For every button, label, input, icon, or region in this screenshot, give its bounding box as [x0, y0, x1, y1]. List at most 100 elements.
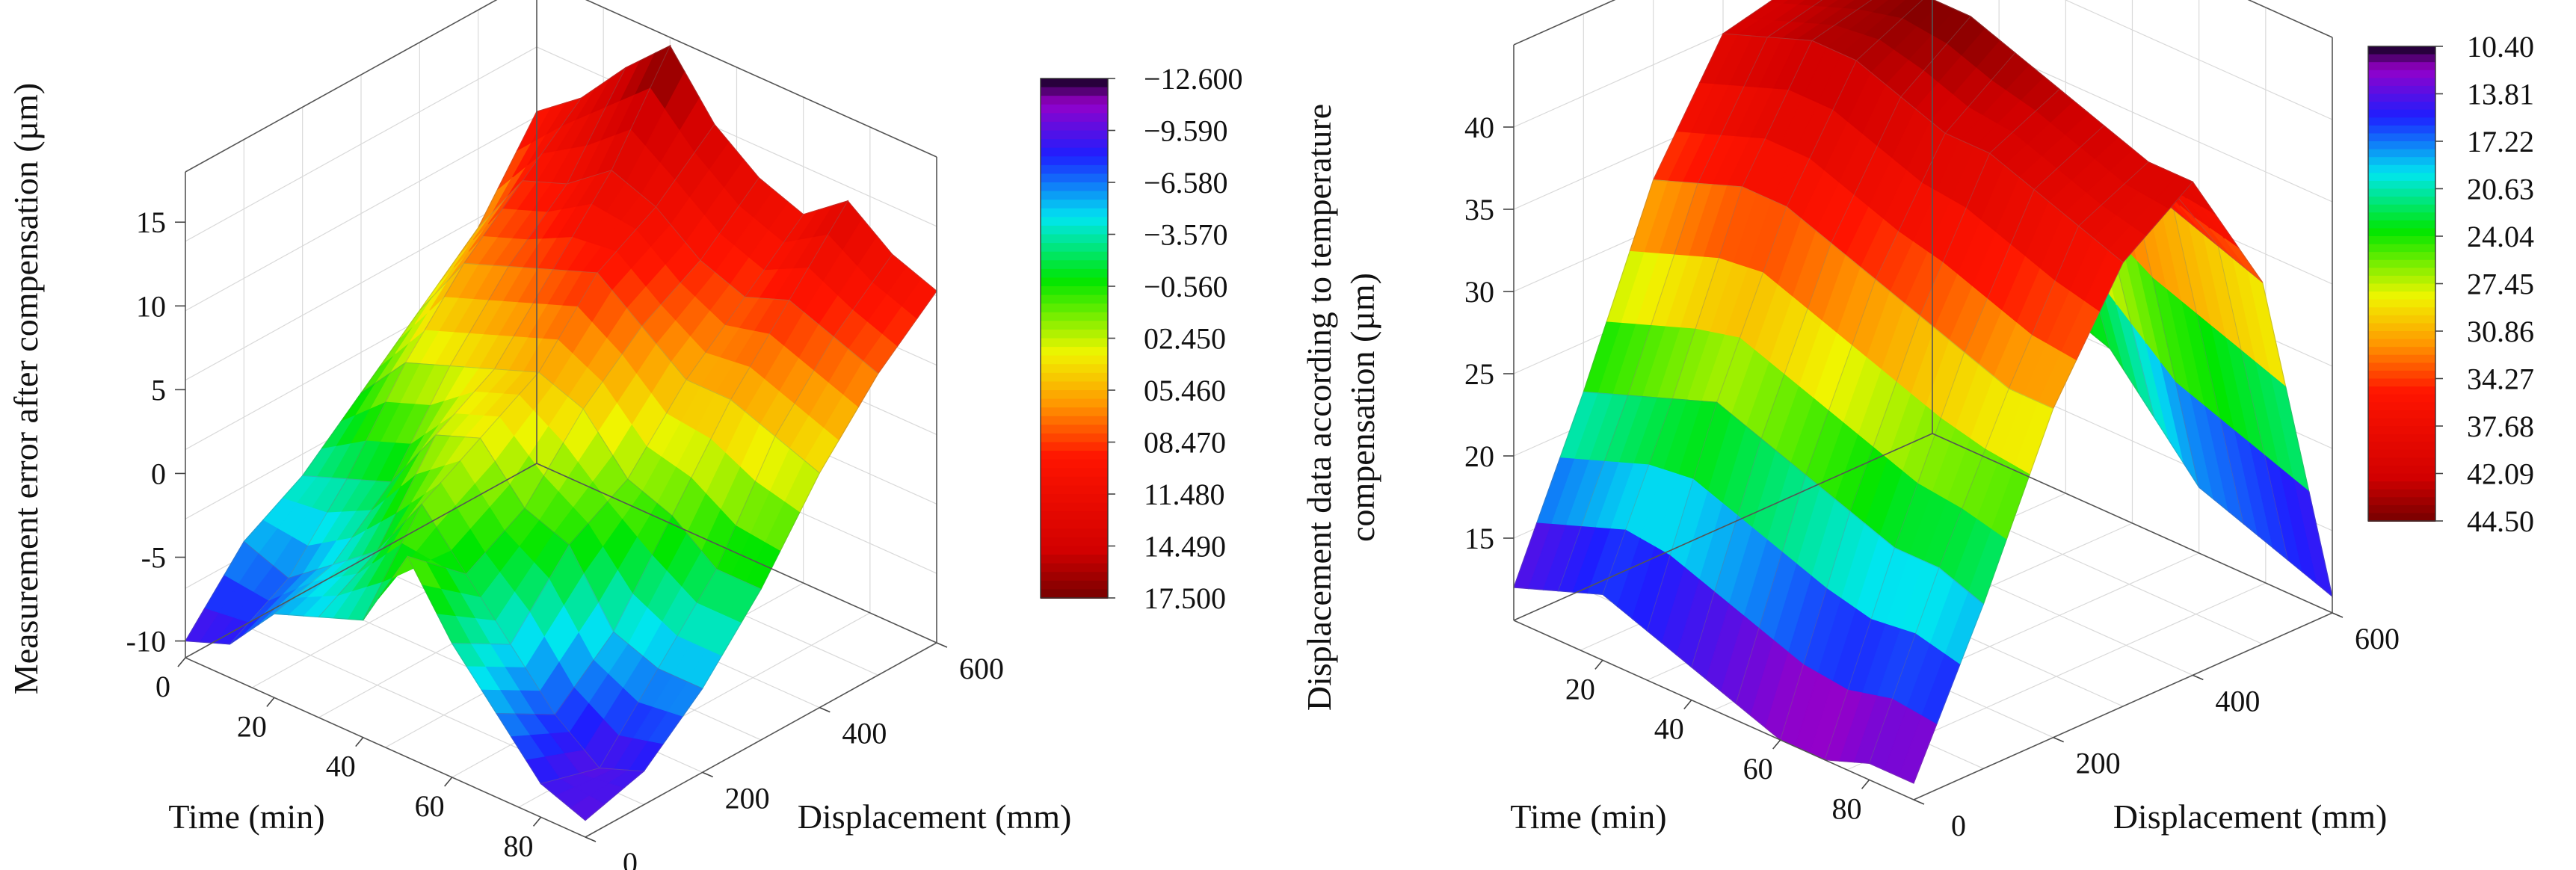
colorbar-band: [1041, 442, 1108, 452]
colorbar-band: [2368, 347, 2435, 356]
surface-patch: [1768, 0, 1790, 4]
displacement-tick-label: 600: [2355, 622, 2400, 655]
colorbar-band: [1041, 546, 1108, 556]
displacement-tick-label: 600: [959, 652, 1004, 685]
colorbar-band: [2368, 252, 2435, 261]
colorbar-band: [2368, 362, 2435, 371]
colorbar-label: 02.450: [1144, 322, 1226, 356]
time-axis-line: [1513, 620, 1914, 800]
colorbar-band: [2368, 275, 2435, 285]
time-tick-mark: [177, 657, 186, 667]
colorbar-band: [2368, 418, 2435, 427]
displacement-tick-label: 200: [2076, 747, 2121, 780]
colorbar-band: [1041, 182, 1108, 192]
colorbar-band: [1041, 277, 1108, 287]
colorbar-label: −3.570: [1144, 218, 1228, 252]
colorbar-band: [2368, 473, 2435, 483]
colorbar-band: [1041, 425, 1108, 434]
z-tick-label: 20: [1464, 439, 1494, 473]
colorbar-band: [2368, 46, 2435, 55]
colorbar-band: [1041, 234, 1108, 244]
displacement-tick-mark: [819, 706, 831, 713]
colorbar-band: [1041, 511, 1108, 521]
time-tick-mark: [266, 697, 275, 707]
displacement-tick-label: 400: [842, 717, 887, 750]
colorbar-band: [1041, 355, 1108, 365]
colorbar-label: −0.560: [1144, 270, 1228, 303]
colorbar-band: [2368, 141, 2435, 150]
displacement-tick-mark: [2053, 736, 2064, 743]
left-surface-chart: -10 -5 0 5 10 15 0 20 40 60 80 0 200 400 600 Measureme…: [7, 0, 1243, 870]
colorbar-band: [1041, 208, 1108, 218]
colorbar-band: [2368, 125, 2435, 135]
colorbar-band: [1041, 156, 1108, 166]
displacement-tick-label: 0: [1951, 809, 1966, 842]
colorbar-band: [2368, 331, 2435, 340]
surface-mesh-cell: [1868, 567, 1984, 784]
time-tick-mark: [355, 737, 364, 747]
colorbar-band: [2368, 307, 2435, 316]
colorbar-band: [2368, 457, 2435, 466]
colorbar-label: 24.04: [2467, 220, 2534, 253]
z-tick-label: 15: [136, 206, 166, 239]
colorbar-band: [2368, 434, 2435, 443]
colorbar-band: [1041, 251, 1108, 262]
colorbar-band: [1041, 312, 1108, 322]
colorbar-band: [1041, 139, 1108, 149]
colorbar-label: 20.63: [2467, 173, 2534, 206]
colorbar-band: [1041, 459, 1108, 469]
colorbar-label: 34.27: [2467, 362, 2534, 396]
surface-patch: [2154, 174, 2194, 209]
colorbar-band: [2368, 394, 2435, 404]
colorbar-band: [1041, 200, 1108, 209]
colorbar-band: [2368, 149, 2435, 158]
colorbar-band: [2368, 117, 2435, 126]
colorbar-label: −12.600: [1144, 62, 1243, 96]
colorbar-band: [1041, 468, 1108, 478]
colorbar-band: [1041, 372, 1108, 383]
time-tick-mark: [444, 777, 453, 787]
surface-patch: [1887, 0, 1923, 19]
colorbar-band: [1041, 268, 1108, 279]
colorbar-label: −6.580: [1144, 166, 1228, 200]
surface-patch: [1798, 0, 1823, 6]
colorbar-label: 11.480: [1144, 478, 1225, 511]
colorbar-band: [2368, 442, 2435, 451]
z-tick-label: 5: [151, 373, 166, 407]
colorbar-band: [2368, 465, 2435, 475]
time-tick-mark: [1683, 700, 1692, 710]
right-surface: [1513, 0, 2333, 784]
floor-back-edge: [185, 463, 537, 658]
time-tick-mark: [1861, 779, 1870, 789]
time-tick-mark: [1772, 739, 1781, 750]
colorbar-band: [2368, 426, 2435, 435]
surface-patch: [1827, 0, 1856, 8]
colorbar-band: [1041, 329, 1108, 339]
colorbar-band: [2368, 85, 2435, 95]
displacement-tick-mark: [585, 836, 597, 842]
colorbar-label: −9.590: [1144, 114, 1228, 148]
colorbar-band: [2368, 410, 2435, 419]
surface-patch: [2224, 238, 2264, 283]
colorbar-label: 08.470: [1144, 426, 1226, 460]
colorbar-band: [2368, 283, 2435, 293]
colorbar-band: [2368, 164, 2435, 174]
colorbar-band: [1041, 243, 1108, 253]
colorbar-band: [2368, 188, 2435, 198]
colorbar-label: 10.40: [2467, 30, 2534, 64]
colorbar-band: [1041, 121, 1108, 132]
colorbar-band: [2368, 212, 2435, 221]
right-colorbar: 10.40 13.81 17.22 20.63 24.04 27.45 30.86 34.27…: [2367, 30, 2534, 538]
colorbar-band: [1041, 338, 1108, 348]
colorbar-band: [2368, 62, 2435, 71]
surface-patch: [726, 581, 762, 623]
colorbar-label: 42.09: [2467, 457, 2534, 491]
colorbar-band: [1041, 286, 1108, 296]
colorbar-band: [1041, 191, 1108, 201]
right-axes: [1513, 0, 2333, 800]
z-tick-label: -5: [141, 541, 166, 575]
colorbar-band: [1041, 217, 1108, 226]
colorbar-band: [2368, 299, 2435, 309]
colorbar-label: 17.22: [2467, 125, 2534, 158]
displacement-tick-mark: [2193, 674, 2204, 681]
